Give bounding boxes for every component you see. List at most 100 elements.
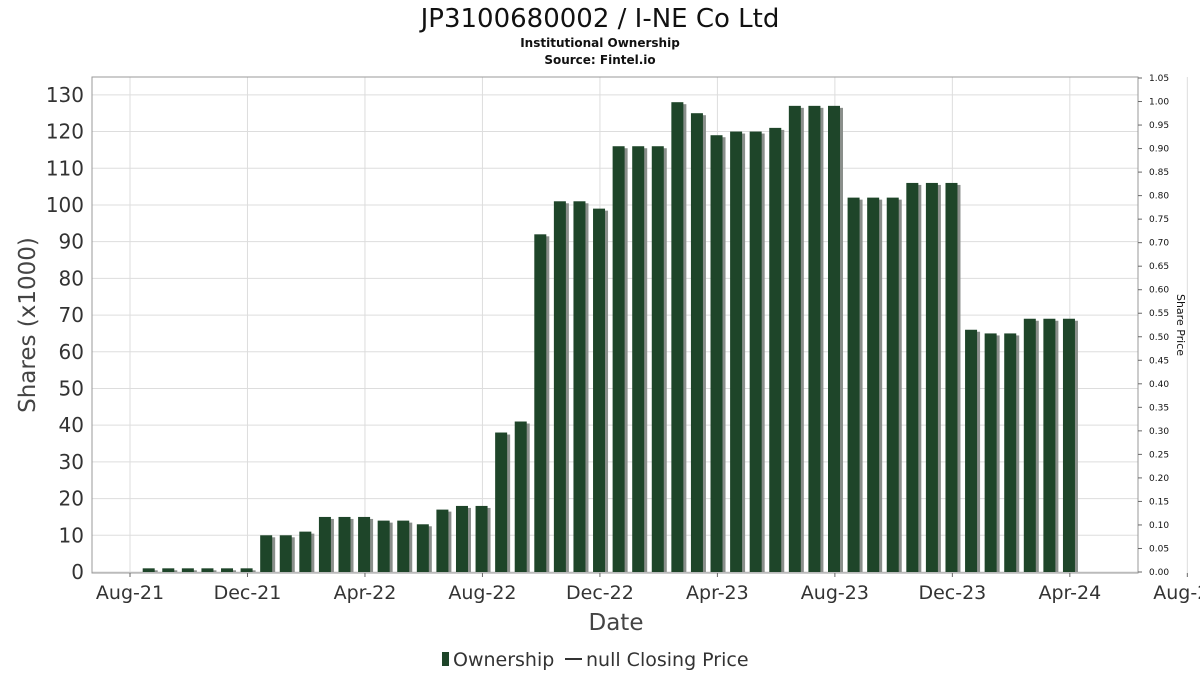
y-tick-label: 0: [71, 560, 84, 584]
x-axis-label: Date: [589, 610, 644, 636]
y-tick-label: 30: [59, 450, 84, 474]
ownership-bar: [240, 568, 253, 572]
ownership-bar: [260, 535, 273, 572]
y-tick-label: 120: [46, 120, 84, 144]
ownership-bar: [1023, 318, 1036, 572]
chart-source: Source: Fintel.io: [544, 53, 655, 67]
ownership-bar: [632, 146, 645, 572]
ownership-bar: [299, 531, 312, 572]
legend: Ownership null Closing Price: [442, 649, 749, 671]
y2-tick-label: 0.05: [1149, 544, 1169, 554]
y-tick-label: 20: [59, 487, 84, 511]
chart-subtitle: Institutional Ownership: [520, 36, 680, 50]
ownership-bar: [1004, 333, 1017, 572]
ownership-bar: [593, 208, 606, 572]
y2-tick-label: 0.45: [1149, 356, 1169, 366]
ownership-bar: [455, 505, 468, 572]
ownership-bar: [358, 516, 371, 572]
ownership-bar: [847, 197, 860, 572]
ownership-bar: [377, 520, 390, 572]
y2-axis-label: Share Price: [1174, 294, 1187, 356]
y2-tick-label: 1.00: [1149, 98, 1169, 108]
ownership-bar: [416, 524, 429, 572]
ownership-bar: [867, 197, 880, 572]
y-tick-label: 10: [59, 523, 84, 547]
ownership-bar: [436, 509, 449, 572]
y2-tick-label: 0.20: [1149, 474, 1169, 484]
x-tick-label: Apr-23: [686, 582, 749, 604]
ownership-bar: [965, 329, 978, 572]
ownership-bar: [338, 516, 351, 572]
ownership-bar: [788, 105, 801, 573]
y2-tick-label: 0.25: [1149, 450, 1169, 460]
ownership-bar: [945, 182, 958, 572]
y2-tick-label: 0.30: [1149, 427, 1169, 437]
ownership-bar: [749, 131, 762, 572]
x-tick-label: Aug-23: [801, 582, 869, 604]
y-axis-left: 0 10 20 30 40 50 60 70 80 90 100 110 120 130: [46, 83, 84, 584]
ownership-bar: [142, 568, 155, 572]
ownership-bar: [181, 568, 194, 572]
y2-tick-label: 0.40: [1149, 380, 1169, 390]
ownership-bar: [984, 333, 997, 572]
x-tick-label: Apr-24: [1038, 582, 1101, 604]
y-axis-right: 0.00 0.05 0.10 0.15 0.20 0.25 0.30 0.35 0.40 0.45…: [1138, 74, 1169, 578]
ownership-bar: [769, 127, 782, 572]
ownership-bar: [318, 516, 331, 572]
ownership-bar: [808, 105, 821, 573]
y2-tick-label: 0.95: [1149, 121, 1169, 131]
legend-price-label: null Closing Price: [586, 649, 749, 671]
ownership-bar: [906, 182, 919, 572]
y-tick-label: 110: [46, 156, 84, 180]
y-axis-label: Shares (x1000): [15, 237, 41, 413]
y2-tick-label: 0.15: [1149, 497, 1169, 507]
y-tick-label: 100: [46, 193, 84, 217]
x-tick-label: Dec-22: [566, 582, 634, 604]
ownership-bar: [514, 421, 527, 572]
y2-tick-label: 0.00: [1149, 568, 1169, 578]
ownership-bar: [279, 535, 292, 572]
x-tick-label: Aug-21: [96, 582, 164, 604]
y-tick-label: 90: [59, 230, 84, 254]
y2-tick-label: 1.05: [1149, 74, 1169, 84]
x-tick-label: Aug-24: [1153, 582, 1200, 604]
ownership-bar: [730, 131, 743, 572]
y-tick-label: 130: [46, 83, 84, 107]
y2-tick-label: 0.75: [1149, 215, 1169, 225]
x-tick-label: Dec-21: [214, 582, 282, 604]
ownership-bar: [553, 201, 566, 572]
ownership-bar: [651, 146, 664, 572]
x-axis: Aug-21 Dec-21 Apr-22 Aug-22 Dec-22 Apr-23 Aug-…: [96, 573, 1200, 604]
y-tick-label: 80: [59, 266, 84, 290]
ownership-bar: [671, 102, 684, 573]
x-tick-label: Aug-22: [448, 582, 516, 604]
y2-tick-label: 0.60: [1149, 286, 1169, 296]
y-tick-label: 40: [59, 413, 84, 437]
ownership-bar: [690, 113, 703, 573]
x-tick-label: Apr-22: [334, 582, 397, 604]
y-tick-label: 50: [59, 376, 84, 400]
ownership-bar: [1043, 318, 1056, 572]
ownership-bar: [612, 146, 625, 572]
ownership-bar: [162, 568, 175, 572]
y2-tick-label: 0.85: [1149, 168, 1169, 178]
ownership-bar: [886, 197, 899, 572]
ownership-bar: [495, 432, 508, 572]
legend-ownership-swatch: [442, 652, 449, 666]
plot-frame: [91, 76, 1139, 574]
ownership-bar: [573, 201, 586, 572]
y2-tick-label: 0.50: [1149, 333, 1169, 343]
ownership-bar: [925, 182, 938, 572]
x-tick-label: Dec-23: [918, 582, 986, 604]
y-tick-label: 60: [59, 340, 84, 364]
chart-title: JP3100680002 / I-NE Co Ltd: [419, 4, 780, 34]
y2-tick-label: 0.35: [1149, 403, 1169, 413]
ownership-bar: [534, 234, 547, 573]
ownership-bar: [397, 520, 410, 572]
ownership-bar: [710, 135, 723, 572]
y-tick-label: 70: [59, 303, 84, 327]
y2-tick-label: 0.80: [1149, 192, 1169, 202]
ownership-bar: [1062, 318, 1075, 572]
ownership-bar: [221, 568, 234, 572]
